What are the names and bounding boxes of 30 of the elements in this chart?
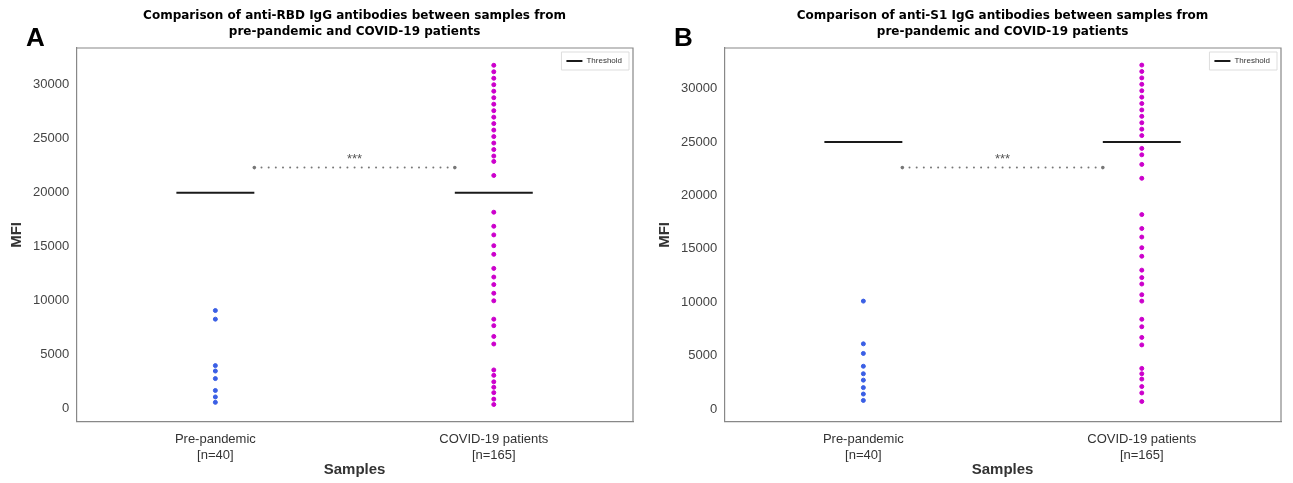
text: B xyxy=(674,22,693,53)
y-axis-title: MFI xyxy=(7,221,25,248)
y-tick-label: 0 xyxy=(709,400,718,416)
y-tick-label: 25000 xyxy=(680,133,718,149)
annotation: *** xyxy=(994,150,1011,166)
y-tick-label: 30000 xyxy=(32,76,70,92)
legend-label: Threshold xyxy=(586,56,622,66)
y-tick-label: 20000 xyxy=(32,184,70,200)
x-axis-title: Samples xyxy=(971,460,1034,478)
annotation: *** xyxy=(346,150,363,166)
x-tick-label: Pre-pandemic [n=40] xyxy=(822,431,905,462)
x-tick-label: COVID-19 patients [n=165] xyxy=(439,431,549,462)
y-tick-label: 10000 xyxy=(680,293,718,309)
x-tick-label: COVID-19 patients [n=165] xyxy=(1087,431,1197,462)
text: A xyxy=(26,22,45,53)
chart-title: Comparison of anti-RBD IgG antibodies between samples from pre-pandemic and COVID-19 patients xyxy=(143,8,567,39)
y-tick-label: 20000 xyxy=(680,186,718,202)
y-tick-label: 5000 xyxy=(688,347,718,363)
y-axis-title: MFI xyxy=(655,221,673,248)
y-tick-label: 0 xyxy=(61,400,70,416)
y-tick-label: 10000 xyxy=(32,292,70,308)
x-tick-label: Pre-pandemic [n=40] xyxy=(174,431,257,462)
y-tick-label: 30000 xyxy=(680,80,718,96)
y-tick-label: 25000 xyxy=(32,130,70,146)
chart-title: Comparison of anti-S1 IgG antibodies between samples from pre-pandemic and COVID-19 patients xyxy=(796,8,1209,39)
x-axis-title: Samples xyxy=(323,460,386,478)
y-tick-label: 15000 xyxy=(32,238,70,254)
y-tick-label: 5000 xyxy=(40,346,70,362)
y-tick-label: 15000 xyxy=(680,240,718,256)
legend-label: Threshold xyxy=(1234,56,1270,66)
